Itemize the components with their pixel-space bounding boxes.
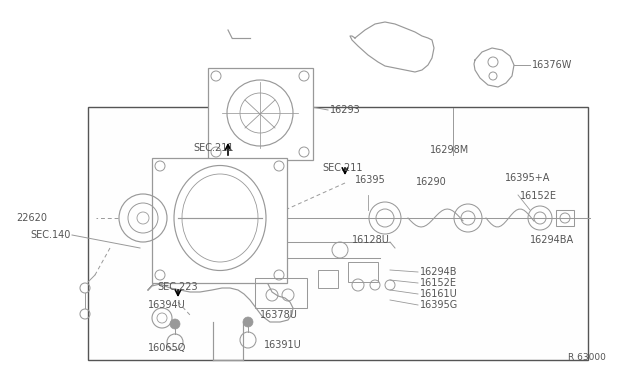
Text: 16128U: 16128U <box>352 235 390 245</box>
Text: 16161U: 16161U <box>420 289 458 299</box>
Circle shape <box>170 319 180 329</box>
Text: SEC.223: SEC.223 <box>157 282 198 292</box>
Text: 16152E: 16152E <box>520 191 557 201</box>
Text: SEC.211: SEC.211 <box>193 143 234 153</box>
Text: 16376W: 16376W <box>532 60 572 70</box>
Text: 16378U: 16378U <box>260 310 298 320</box>
Text: 16391U: 16391U <box>264 340 301 350</box>
Text: 16294B: 16294B <box>420 267 458 277</box>
Bar <box>348 262 378 282</box>
Text: 16395+A: 16395+A <box>505 173 550 183</box>
Bar <box>556 210 574 226</box>
Text: 16152E: 16152E <box>420 278 457 288</box>
Text: 16294BA: 16294BA <box>530 235 574 245</box>
Bar <box>208 68 313 160</box>
Bar <box>152 158 287 283</box>
Text: 16298M: 16298M <box>430 145 469 155</box>
Text: 16394U: 16394U <box>148 300 186 310</box>
Text: SEC.140: SEC.140 <box>30 230 70 240</box>
Bar <box>318 270 338 288</box>
Bar <box>255 278 307 308</box>
Text: 16293: 16293 <box>330 105 361 115</box>
Text: SEC.211: SEC.211 <box>322 163 362 173</box>
Text: 16065Q: 16065Q <box>148 343 186 353</box>
Text: 16395G: 16395G <box>420 300 458 310</box>
Text: 22620: 22620 <box>16 213 47 223</box>
Circle shape <box>243 317 253 327</box>
Bar <box>88 107 588 360</box>
Text: 16290: 16290 <box>416 177 447 187</box>
Text: R 63000: R 63000 <box>568 353 606 362</box>
Text: 16395: 16395 <box>355 175 386 185</box>
